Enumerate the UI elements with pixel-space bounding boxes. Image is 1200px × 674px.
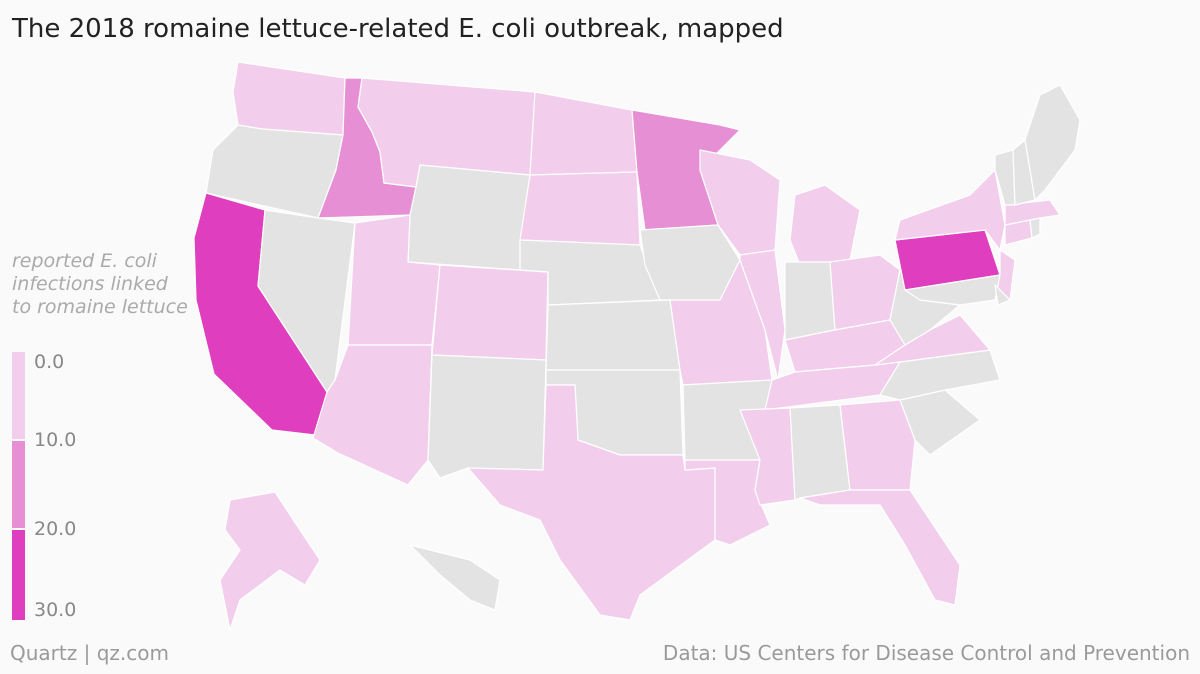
state-co <box>431 264 549 361</box>
legend-swatch-2 <box>12 530 25 620</box>
state-nm <box>427 354 547 479</box>
state-mi <box>789 184 861 266</box>
state-nv <box>257 209 356 393</box>
state-wy <box>407 164 531 271</box>
legend-tick-1: 10.0 <box>34 429 77 451</box>
legend-swatch-1 <box>12 441 25 528</box>
state-ma <box>1004 199 1061 226</box>
state-me <box>1024 84 1081 201</box>
state-in <box>784 261 836 341</box>
state-wa <box>232 61 346 136</box>
state-ny <box>894 169 1006 251</box>
state-al <box>789 404 851 501</box>
state-vt <box>994 149 1016 206</box>
legend-title: reported E. coli infections linked to ro… <box>12 250 188 318</box>
state-oh <box>829 254 901 331</box>
legend-tick-0: 0.0 <box>34 351 65 373</box>
state-hi <box>409 544 501 611</box>
state-md <box>904 274 1001 306</box>
chart-title: The 2018 romaine lettuce-related E. coli… <box>12 14 784 44</box>
legend-tick-2: 20.0 <box>34 518 77 540</box>
state-nd <box>529 91 638 176</box>
state-de <box>994 284 1011 306</box>
footer-source: Data: US Centers for Disease Control and… <box>662 641 1190 665</box>
legend-tick-3: 30.0 <box>34 599 77 621</box>
state-ks <box>545 299 681 371</box>
state-fl <box>799 489 961 606</box>
state-ri <box>1029 217 1041 239</box>
state-ak <box>219 491 321 631</box>
footer-credit: Quartz | qz.com <box>10 641 169 665</box>
state-tx <box>467 384 716 621</box>
legend-swatch-0 <box>12 352 25 439</box>
state-sd <box>519 171 641 246</box>
state-ga <box>839 399 916 491</box>
